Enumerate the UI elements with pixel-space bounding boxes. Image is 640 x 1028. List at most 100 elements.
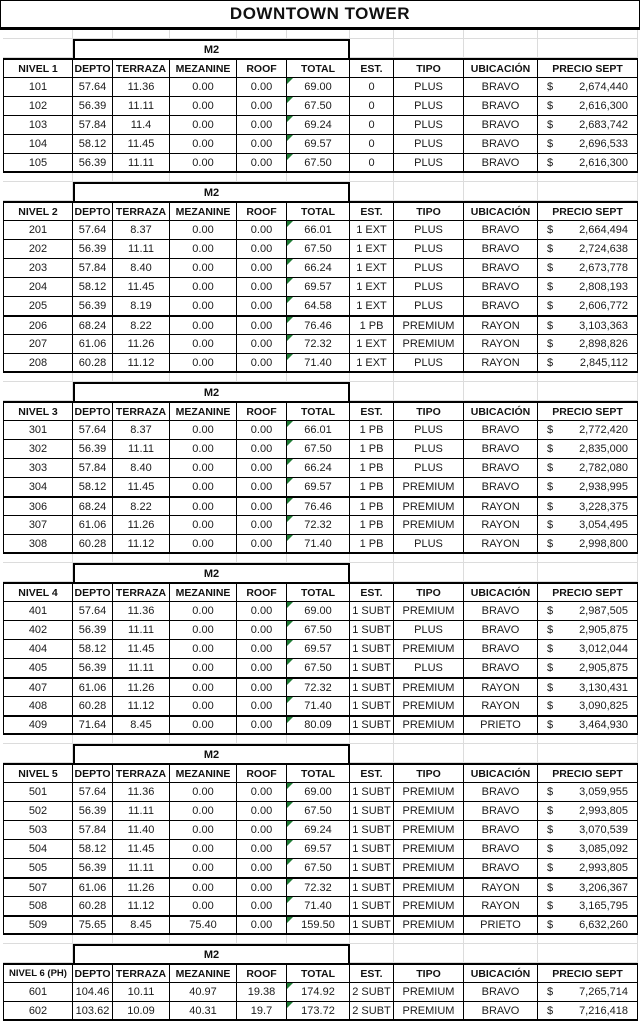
cell-terraza: 8.19 bbox=[113, 297, 170, 316]
formula-warning-triangle-icon bbox=[287, 478, 293, 484]
cell-depto: 68.24 bbox=[73, 497, 113, 516]
m2-header: M2 bbox=[73, 944, 350, 963]
cell-est: 1 PB bbox=[350, 516, 394, 535]
grid-cell bbox=[3, 373, 73, 382]
cell-precio: $2,905,875 bbox=[538, 621, 638, 640]
cell-roof: 0.00 bbox=[237, 78, 287, 97]
grid-cell bbox=[3, 554, 73, 563]
cell-roof: 0.00 bbox=[237, 240, 287, 259]
cell-precio: $2,696,533 bbox=[538, 135, 638, 154]
table-row: 208 60.28 11.12 0.00 0.00 71.40 1 EXT PLUS RAYON… bbox=[3, 354, 638, 373]
column-header-cell: TIPO bbox=[394, 401, 464, 421]
formula-warning-triangle-icon bbox=[287, 717, 293, 723]
currency-symbol: $ bbox=[547, 300, 554, 312]
cell-terraza: 11.36 bbox=[113, 602, 170, 621]
cell-est: 1 SUBT bbox=[350, 878, 394, 897]
cell-depto: 71.64 bbox=[73, 716, 113, 735]
level-name-cell: NIVEL 3 bbox=[3, 401, 73, 421]
cell-depto: 56.39 bbox=[73, 297, 113, 316]
grid-cell bbox=[464, 935, 538, 944]
cell-roof: 0.00 bbox=[237, 640, 287, 659]
cell-ubicacion: BRAVO bbox=[464, 621, 538, 640]
currency-symbol: $ bbox=[547, 500, 554, 513]
cell-unit: 501 bbox=[3, 783, 73, 802]
price-amount: 3,165,795 bbox=[579, 900, 628, 912]
grid-cell bbox=[394, 554, 464, 563]
cell-terraza: 11.12 bbox=[113, 697, 170, 716]
cell-total: 71.40 bbox=[287, 354, 350, 373]
cell-precio: $2,664,494 bbox=[538, 221, 638, 240]
cell-depto: 57.64 bbox=[73, 421, 113, 440]
cell-terraza: 10.11 bbox=[113, 983, 170, 1002]
price-amount: 3,103,363 bbox=[579, 319, 628, 332]
grid-cell bbox=[394, 39, 464, 58]
grid-gap-row bbox=[3, 935, 638, 944]
cell-tipo: PLUS bbox=[394, 621, 464, 640]
cell-roof: 0.00 bbox=[237, 354, 287, 373]
column-header-cell: DEPTO bbox=[73, 582, 113, 602]
cell-terraza: 11.36 bbox=[113, 78, 170, 97]
cell-est: 1 SUBT bbox=[350, 621, 394, 640]
cell-tipo: PREMIUM bbox=[394, 859, 464, 878]
currency-symbol: $ bbox=[547, 986, 554, 998]
formula-warning-triangle-icon bbox=[287, 879, 293, 885]
table-row: 507 61.06 11.26 0.00 0.00 72.32 1 SUBT PREMIUM R… bbox=[3, 878, 638, 897]
cell-depto: 60.28 bbox=[73, 697, 113, 716]
cell-mezanine: 0.00 bbox=[170, 335, 237, 354]
cell-terraza: 11.11 bbox=[113, 802, 170, 821]
cell-mezanine: 0.00 bbox=[170, 897, 237, 916]
formula-warning-triangle-icon bbox=[287, 897, 293, 903]
grid-cell bbox=[3, 39, 73, 58]
cell-total: 67.50 bbox=[287, 859, 350, 878]
price-amount: 2,724,638 bbox=[579, 243, 628, 255]
cell-precio: $7,216,418 bbox=[538, 1002, 638, 1021]
cell-unit: 509 bbox=[3, 916, 73, 935]
level-block: M2 NIVEL 1 DEPTO TERRAZA MEZANINE ROOF TOTAL ES… bbox=[3, 30, 638, 173]
column-header-cell: EST. bbox=[350, 582, 394, 602]
level-name-cell: NIVEL 4 bbox=[3, 582, 73, 602]
cell-total: 69.57 bbox=[287, 640, 350, 659]
grid-cell bbox=[73, 30, 113, 39]
grid-cell bbox=[3, 935, 73, 944]
grid-cell bbox=[287, 30, 350, 39]
cell-roof: 0.00 bbox=[237, 716, 287, 735]
currency-symbol: $ bbox=[547, 424, 554, 436]
cell-roof: 0.00 bbox=[237, 135, 287, 154]
currency-symbol: $ bbox=[547, 681, 554, 694]
cell-tipo: PREMIUM bbox=[394, 602, 464, 621]
cell-mezanine: 0.00 bbox=[170, 516, 237, 535]
cell-depto: 57.84 bbox=[73, 116, 113, 135]
table-row: 102 56.39 11.11 0.00 0.00 67.50 0 PLUS BRAVO $2,6… bbox=[3, 97, 638, 116]
cell-tipo: PLUS bbox=[394, 135, 464, 154]
cell-precio: $2,674,440 bbox=[538, 78, 638, 97]
cell-unit: 201 bbox=[3, 221, 73, 240]
table-row: 303 57.84 8.40 0.00 0.00 66.24 1 PB PLUS BRAVO $2… bbox=[3, 459, 638, 478]
cell-roof: 19.7 bbox=[237, 1002, 287, 1021]
cell-terraza: 11.45 bbox=[113, 135, 170, 154]
cell-mezanine: 0.00 bbox=[170, 97, 237, 116]
table-row: 502 56.39 11.11 0.00 0.00 67.50 1 SUBT PREMIUM B… bbox=[3, 802, 638, 821]
grid-cell bbox=[538, 735, 638, 744]
cell-depto: 60.28 bbox=[73, 535, 113, 554]
cell-roof: 0.00 bbox=[237, 516, 287, 535]
cell-depto: 56.39 bbox=[73, 621, 113, 640]
m2-header: M2 bbox=[73, 182, 350, 201]
formula-warning-triangle-icon bbox=[287, 135, 293, 141]
price-amount: 2,683,742 bbox=[579, 119, 628, 131]
cell-total: 71.40 bbox=[287, 535, 350, 554]
column-header-cell: DEPTO bbox=[73, 201, 113, 221]
cell-precio: $7,265,714 bbox=[538, 983, 638, 1002]
grid-cell bbox=[538, 182, 638, 201]
cell-depto: 60.28 bbox=[73, 354, 113, 373]
cell-mezanine: 0.00 bbox=[170, 478, 237, 497]
table-row: 101 57.64 11.36 0.00 0.00 69.00 0 PLUS BRAVO $2,6… bbox=[3, 78, 638, 97]
formula-warning-triangle-icon bbox=[287, 259, 293, 265]
cell-ubicacion: BRAVO bbox=[464, 983, 538, 1002]
cell-unit: 302 bbox=[3, 440, 73, 459]
cell-depto: 56.39 bbox=[73, 802, 113, 821]
cell-est: 1 EXT bbox=[350, 221, 394, 240]
cell-precio: $2,616,300 bbox=[538, 97, 638, 116]
cell-est: 1 SUBT bbox=[350, 859, 394, 878]
grid-gap-row bbox=[3, 173, 638, 182]
